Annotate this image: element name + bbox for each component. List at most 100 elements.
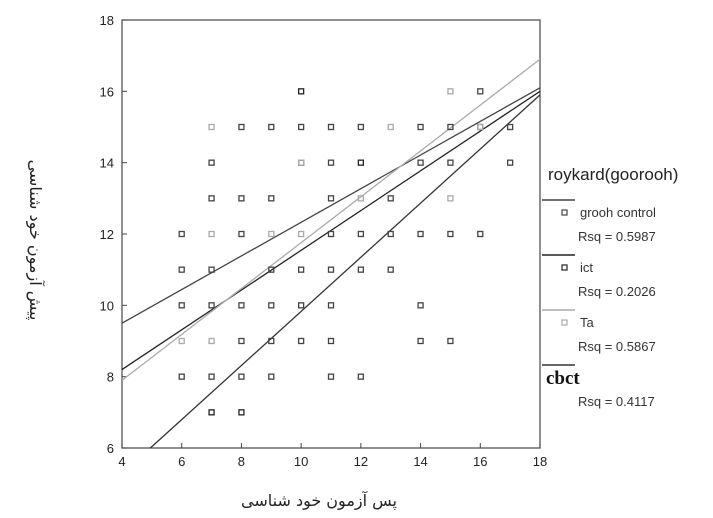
legend-rsq-label: Rsq = 0.2026 bbox=[578, 284, 656, 299]
data-point bbox=[387, 195, 394, 202]
data-point bbox=[477, 88, 484, 95]
data-point bbox=[208, 195, 215, 202]
data-point bbox=[387, 230, 394, 238]
data-point bbox=[268, 195, 275, 202]
data-point bbox=[268, 123, 275, 131]
data-points bbox=[178, 88, 514, 416]
x-tick-label: 12 bbox=[354, 454, 368, 469]
data-point bbox=[447, 337, 454, 345]
y-tick-label: 10 bbox=[100, 298, 114, 313]
data-point bbox=[327, 337, 335, 345]
data-point bbox=[238, 373, 245, 380]
data-point bbox=[238, 230, 245, 238]
data-point bbox=[327, 266, 335, 273]
data-point bbox=[208, 159, 215, 166]
y-tick-label: 12 bbox=[100, 227, 114, 242]
data-point bbox=[417, 159, 424, 166]
data-point bbox=[208, 373, 215, 380]
data-point bbox=[178, 266, 185, 273]
x-tick-label: 14 bbox=[413, 454, 427, 469]
x-tick-label: 10 bbox=[294, 454, 308, 469]
data-point bbox=[327, 230, 335, 238]
fit-lines bbox=[121, 58, 541, 449]
data-point bbox=[208, 337, 215, 345]
plot-frame bbox=[121, 19, 541, 449]
legend-marker-0 bbox=[561, 209, 568, 216]
data-point bbox=[447, 123, 454, 131]
x-tick-label: 18 bbox=[533, 454, 547, 469]
legend-rsq-label: Rsq = 0.5867 bbox=[578, 339, 656, 354]
data-point bbox=[238, 337, 245, 345]
data-point bbox=[178, 230, 185, 238]
data-point bbox=[297, 159, 305, 166]
x-tick-label: 4 bbox=[118, 454, 125, 469]
data-point bbox=[238, 302, 245, 309]
y-tick-label: 8 bbox=[107, 370, 114, 385]
legend: roykard(goorooh) grooh control Rsq = 0.59… bbox=[542, 165, 678, 409]
data-point bbox=[387, 123, 394, 131]
data-point bbox=[178, 373, 185, 380]
data-point bbox=[208, 266, 215, 273]
data-point bbox=[447, 230, 454, 238]
data-point bbox=[327, 123, 335, 131]
data-point bbox=[447, 159, 454, 166]
fit-line-series-1 bbox=[121, 90, 541, 371]
x-axis-title: پس آزمون خود شناسی bbox=[241, 491, 397, 511]
data-point bbox=[268, 337, 275, 345]
axes bbox=[121, 19, 541, 449]
legend-rsq-label: Rsq = 0.4117 bbox=[578, 394, 655, 409]
y-tick-label: 6 bbox=[107, 441, 114, 456]
data-point bbox=[297, 88, 305, 95]
data-point bbox=[327, 302, 335, 309]
y-tick-label: 18 bbox=[100, 13, 114, 28]
data-point bbox=[506, 159, 514, 166]
data-point bbox=[357, 123, 365, 131]
data-point bbox=[297, 302, 305, 309]
data-point bbox=[268, 266, 275, 273]
legend-title: roykard(goorooh) bbox=[548, 165, 678, 184]
data-point bbox=[357, 159, 365, 166]
data-point bbox=[417, 302, 424, 309]
data-point bbox=[387, 266, 394, 273]
data-point bbox=[327, 159, 335, 166]
data-point bbox=[357, 230, 365, 238]
fit-line-series-0 bbox=[121, 87, 541, 324]
data-point bbox=[327, 195, 335, 202]
data-point bbox=[268, 373, 275, 380]
data-point bbox=[417, 123, 424, 131]
data-point bbox=[357, 266, 365, 273]
fit-line-series-2 bbox=[121, 58, 541, 381]
data-point bbox=[268, 302, 275, 309]
data-point bbox=[297, 123, 305, 131]
legend-marker-1 bbox=[561, 264, 568, 271]
data-point bbox=[238, 409, 245, 416]
legend-series-name: cbct bbox=[546, 368, 580, 389]
data-point bbox=[327, 373, 335, 380]
data-point bbox=[178, 337, 185, 345]
y-tick-label: 16 bbox=[100, 84, 114, 99]
data-point bbox=[447, 195, 454, 202]
y-tick-label: 14 bbox=[100, 156, 114, 171]
legend-rsq-label: Rsq = 0.5987 bbox=[578, 229, 656, 244]
data-point bbox=[506, 123, 514, 131]
data-point bbox=[238, 123, 245, 131]
data-point bbox=[357, 195, 365, 202]
x-tick-label: 16 bbox=[473, 454, 487, 469]
y-axis-title: پیش آزمون خود شناسی bbox=[25, 160, 45, 321]
data-point bbox=[208, 230, 215, 238]
data-point bbox=[208, 409, 215, 416]
data-point bbox=[268, 230, 275, 238]
data-point bbox=[238, 195, 245, 202]
data-point bbox=[208, 123, 215, 131]
data-point bbox=[208, 302, 215, 309]
data-point bbox=[297, 337, 305, 345]
data-point bbox=[297, 230, 305, 238]
data-point bbox=[297, 266, 305, 273]
data-point bbox=[357, 373, 365, 380]
legend-marker-2 bbox=[561, 319, 568, 326]
data-point bbox=[477, 230, 484, 238]
legend-series-name: grooh control bbox=[580, 205, 656, 220]
data-point bbox=[447, 88, 454, 95]
